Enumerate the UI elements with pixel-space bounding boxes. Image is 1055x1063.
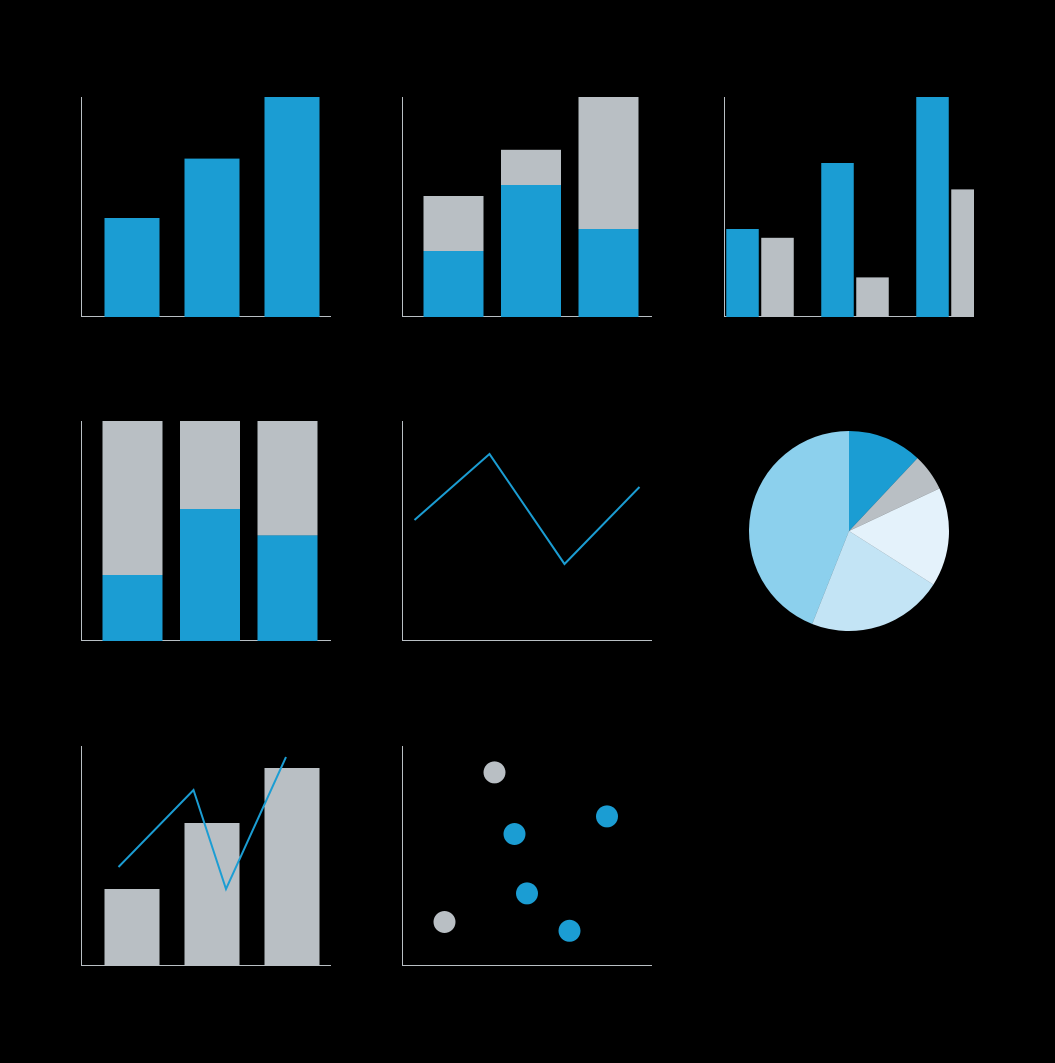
bar-chart-stacked — [402, 97, 652, 317]
chart-grid — [0, 0, 1055, 1063]
cell-bar-grouped — [703, 60, 995, 354]
cell-combo — [60, 709, 352, 1003]
cell-bar-simple — [60, 60, 352, 354]
bar-chart-stacked-full — [81, 421, 331, 641]
cell-empty — [703, 709, 995, 1003]
pie-chart — [739, 421, 959, 641]
cell-pie — [703, 384, 995, 678]
scatter-chart — [402, 746, 652, 966]
combo-chart — [81, 746, 331, 966]
bar-chart-simple — [81, 97, 331, 317]
cell-bar-stacked2 — [60, 384, 352, 678]
line-chart — [402, 421, 652, 641]
cell-scatter — [382, 709, 674, 1003]
cell-bar-stacked — [382, 60, 674, 354]
cell-line — [382, 384, 674, 678]
bar-chart-grouped — [724, 97, 974, 317]
